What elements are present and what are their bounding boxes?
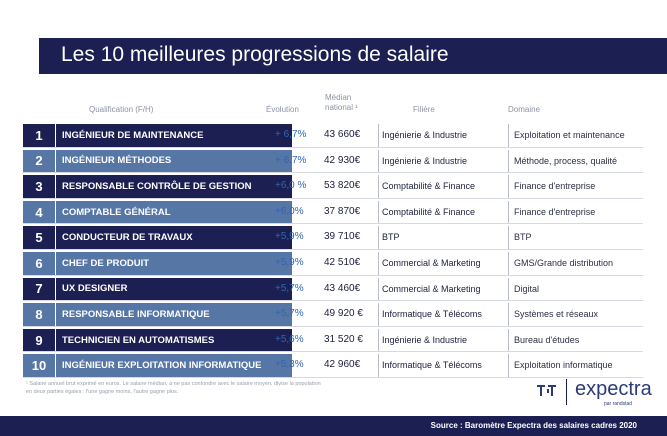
title-bar: Les 10 meilleures progressions de salair… (39, 38, 667, 74)
median-cell: 42 930€ (324, 154, 361, 166)
rank-cell: 9 (23, 328, 55, 352)
rank-cell: 6 (23, 251, 55, 275)
filiere-cell: Ingénierie & Industrie (378, 124, 467, 147)
expectra-logo: expectra par randstad (536, 377, 656, 409)
domaine-cell: GMS/Grande distribution (508, 251, 613, 275)
qualification-cell: INGÉNIEUR EXPLOITATION INFORMATIQUE (56, 354, 292, 377)
qualification-cell: CHEF DE PRODUIT (56, 251, 292, 275)
qualification-cell: INGÉNIEUR MÉTHODES (56, 149, 292, 173)
table-row: 4 COMPTABLE GÉNÉRAL +6,0% 37 870€ Compta… (23, 200, 643, 225)
filiere-cell: Informatique & Télécoms (378, 354, 482, 377)
table-row: 10 INGÉNIEUR EXPLOITATION INFORMATIQUE +… (23, 354, 643, 378)
evolution-cell: +5,9% (275, 256, 304, 268)
expectra-mark-icon (537, 385, 556, 396)
rank-cell: 7 (23, 277, 55, 301)
footnote: ¹ Salaire annuel brut exprimé en euros. … (26, 381, 321, 395)
header-median: Médian national ¹ (325, 93, 358, 113)
header-filiere: Filière (413, 105, 435, 114)
domaine-cell: Exploitation et maintenance (508, 124, 625, 147)
rank-cell: 8 (23, 303, 55, 326)
evolution-cell: +5,9% (275, 231, 304, 243)
qualification-cell: TECHNICIEN EN AUTOMATISMES (56, 328, 292, 352)
evolution-cell: + 6,7% (275, 129, 307, 140)
qualification-cell: INGÉNIEUR DE MAINTENANCE (56, 124, 292, 147)
evolution-cell: +5,7% (275, 308, 304, 320)
page-title: Les 10 meilleures progressions de salair… (61, 43, 449, 66)
source-bar: Source : Baromètre Expectra des salaires… (0, 416, 667, 436)
header-median-line2: national ¹ (325, 103, 358, 112)
header-domaine: Domaine (508, 105, 541, 114)
qualification-cell: RESPONSABLE INFORMATIQUE (56, 303, 292, 326)
median-cell: 37 870€ (324, 205, 361, 217)
salary-table: 1 INGÉNIEUR DE MAINTENANCE + 6,7% 43 660… (23, 124, 643, 380)
logo-subtitle: par randstad (604, 401, 633, 407)
filiere-cell: Ingénierie & Industrie (378, 328, 467, 352)
filiere-cell: Comptabilité & Finance (378, 200, 475, 224)
table-row: 2 INGÉNIEUR MÉTHODES + 6,7% 42 930€ Ingé… (23, 149, 643, 174)
filiere-cell: Comptabilité & Finance (378, 175, 475, 198)
rank-cell: 5 (23, 226, 55, 249)
evolution-cell: +5,7% (275, 282, 304, 294)
evolution-cell: +5,6% (275, 333, 304, 345)
median-cell: 43 660€ (324, 129, 361, 140)
domaine-cell: Bureau d'études (508, 328, 579, 352)
header-qualification: Qualification (F/H) (89, 105, 154, 114)
qualification-cell: CONDUCTEUR DE TRAVAUX (56, 226, 292, 249)
filiere-cell: Commercial & Marketing (378, 251, 481, 275)
median-cell: 42 510€ (324, 256, 361, 268)
table-row: 3 RESPONSABLE CONTRÔLE DE GESTION +6,0 %… (23, 175, 643, 199)
filiere-cell: Ingénierie & Industrie (378, 149, 467, 173)
evolution-cell: + 6,7% (275, 154, 307, 166)
table-row: 1 INGÉNIEUR DE MAINTENANCE + 6,7% 43 660… (23, 124, 643, 148)
qualification-cell: UX DESIGNER (56, 277, 292, 301)
median-cell: 43 460€ (324, 282, 361, 294)
rank-cell: 3 (23, 175, 55, 198)
table-row: 8 RESPONSABLE INFORMATIQUE +5,7% 49 920 … (23, 303, 643, 327)
logo-separator (566, 379, 567, 405)
domaine-cell: Systèmes et réseaux (508, 303, 598, 326)
rank-cell: 2 (23, 149, 55, 173)
table-row: 9 TECHNICIEN EN AUTOMATISMES +5,6% 31 52… (23, 328, 643, 353)
filiere-cell: BTP (378, 226, 400, 249)
domaine-cell: Méthode, process, qualité (508, 149, 617, 173)
table-row: 6 CHEF DE PRODUIT +5,9% 42 510€ Commerci… (23, 251, 643, 276)
evolution-cell: +6,0% (275, 205, 304, 217)
median-cell: 53 820€ (324, 180, 361, 192)
evolution-cell: +5,3% (275, 359, 304, 371)
domaine-cell: Finance d'entreprise (508, 200, 595, 224)
source-text: Source : Baromètre Expectra des salaires… (430, 421, 637, 430)
logo-wordmark: expectra (575, 378, 652, 400)
filiere-cell: Informatique & Télécoms (378, 303, 482, 326)
domaine-cell: BTP (508, 226, 532, 249)
qualification-cell: COMPTABLE GÉNÉRAL (56, 200, 292, 224)
median-cell: 42 960€ (324, 359, 361, 371)
median-cell: 39 710€ (324, 231, 361, 243)
domaine-cell: Exploitation informatique (508, 354, 613, 377)
evolution-cell: +6,0 % (275, 180, 307, 192)
filiere-cell: Commercial & Marketing (378, 277, 481, 301)
rank-cell: 1 (23, 124, 55, 147)
domaine-cell: Finance d'entreprise (508, 175, 595, 198)
table-row: 7 UX DESIGNER +5,7% 43 460€ Commercial &… (23, 277, 643, 302)
rank-cell: 4 (23, 200, 55, 224)
rank-cell: 10 (23, 354, 55, 377)
median-cell: 49 920 € (324, 308, 363, 320)
qualification-cell: RESPONSABLE CONTRÔLE DE GESTION (56, 175, 292, 198)
median-cell: 31 520 € (324, 333, 363, 345)
header-median-line1: Médian (325, 93, 352, 102)
header-evolution: Évolution (266, 105, 299, 114)
table-row: 5 CONDUCTEUR DE TRAVAUX +5,9% 39 710€ BT… (23, 226, 643, 250)
domaine-cell: Digital (508, 277, 539, 301)
